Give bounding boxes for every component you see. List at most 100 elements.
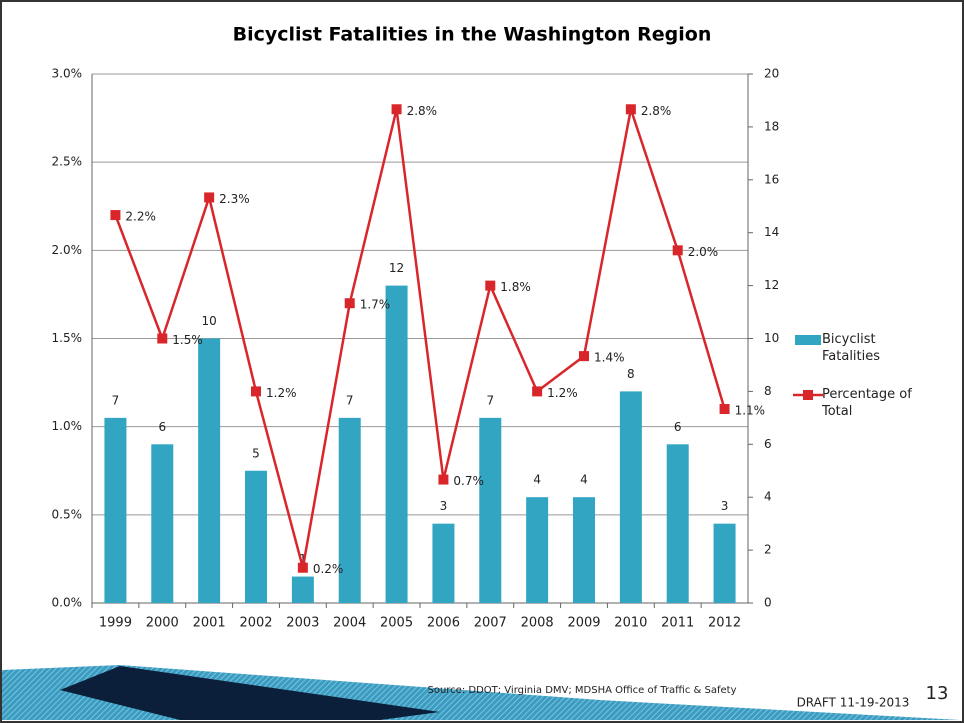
page-number: 13 (926, 683, 949, 704)
x-tick-label: 2007 (474, 616, 507, 631)
line-marker (625, 104, 636, 115)
bar (432, 523, 455, 603)
bar (573, 497, 595, 603)
bar (151, 444, 174, 603)
x-tick-label: 1999 (99, 616, 132, 631)
source: Source: DDOT; Virginia DMV; MDSHA Office… (427, 685, 736, 696)
x-tick-label: 2006 (427, 616, 460, 631)
bar (198, 338, 221, 603)
y2-tick-label: 16 (764, 172, 779, 186)
legend-swatch (803, 390, 813, 400)
bar-label: 7 (112, 393, 120, 407)
x-tick-label: 2002 (239, 616, 272, 631)
y-tick-label: 2.0% (52, 243, 83, 257)
x-tick-label: 2011 (661, 616, 694, 631)
bar-label: 4 (533, 473, 541, 487)
y-tick-label: 1.0% (52, 419, 83, 433)
bar (104, 417, 127, 603)
line (114, 104, 726, 569)
bar (385, 285, 408, 603)
y2-tick-label: 10 (764, 331, 779, 345)
bar (291, 576, 314, 603)
y2-tick-label: 14 (764, 225, 779, 239)
bar-label: 7 (346, 393, 354, 407)
line-marker (438, 474, 449, 485)
y2-tick-label: 8 (764, 384, 772, 398)
bar-label: 3 (721, 499, 729, 513)
bar-label: 3 (440, 499, 448, 513)
y-tick-label: 1.5% (52, 331, 83, 345)
x-tick-label: 2001 (193, 616, 226, 631)
line-marker (485, 280, 496, 291)
line-label: 2.0% (688, 245, 719, 259)
line-marker (297, 562, 308, 573)
chart-title: Bicyclist Fatalities in the Washington R… (233, 24, 712, 46)
line-label: 0.2% (313, 562, 344, 576)
line-label: 1.4% (594, 351, 625, 365)
y2-tick-label: 20 (764, 67, 779, 81)
draft-note: DRAFT 11-19-2013 (797, 696, 910, 710)
bar (619, 391, 642, 603)
bar (526, 497, 549, 603)
line-label: 2.8% (641, 104, 672, 118)
y2-tick-label: 12 (764, 278, 779, 292)
y-tick-label: 0.0% (52, 596, 83, 610)
legend-entry: Bicyclist Fatalities (822, 332, 881, 364)
x-tick-label: 2003 (286, 616, 319, 631)
bar (713, 523, 736, 603)
y2-tick-label: 4 (764, 490, 772, 504)
x-tick-label: 2004 (333, 616, 366, 631)
x-tick-label: 2009 (567, 616, 600, 631)
y2-tick-label: 6 (764, 437, 772, 451)
x-tick-label: 2005 (380, 616, 413, 631)
y-tick-label: 0.5% (52, 507, 83, 521)
line-marker (110, 210, 121, 221)
bar-label: 7 (486, 393, 494, 407)
line-marker (344, 298, 355, 309)
bar-label: 12 (389, 261, 404, 275)
line-label: 2.8% (407, 104, 438, 118)
legend-label: Bicyclist Fatalities (822, 332, 881, 364)
bar-label: 10 (202, 314, 217, 328)
bar-label: 6 (158, 420, 166, 434)
bar-label: 8 (627, 367, 635, 381)
line-label: 1.5% (172, 333, 203, 347)
line-marker (204, 192, 215, 203)
bar-label: 5 (252, 446, 260, 460)
x-tick-label: 2012 (708, 616, 741, 631)
line-label: 1.2% (266, 386, 297, 400)
line-marker (719, 404, 730, 415)
y-tick-label: 3.0% (52, 67, 83, 81)
legend-swatch (795, 335, 821, 345)
x-tick-label: 2008 (521, 616, 554, 631)
legend-entry: Percentage of Total (822, 387, 912, 419)
line-label: 1.2% (547, 386, 578, 400)
line-marker (391, 104, 402, 115)
line-marker (157, 333, 168, 344)
y-tick-label: 2.5% (52, 155, 83, 169)
line-label: 2.3% (219, 192, 250, 206)
y2-tick-label: 0 (764, 596, 772, 610)
y2-tick-label: 2 (764, 543, 772, 557)
line-label: 1.8% (500, 280, 531, 294)
bar-label: 4 (580, 473, 588, 487)
line-label: 1.7% (360, 298, 391, 312)
line-marker (532, 386, 543, 397)
x-tick-label: 2000 (146, 616, 179, 631)
line-label: 2.2% (125, 210, 156, 224)
line-marker (251, 386, 261, 397)
decor-dark (60, 666, 440, 720)
line-label: 0.7% (453, 474, 484, 488)
bar (479, 417, 502, 603)
bar-label: 1 (299, 552, 307, 566)
bar (338, 417, 361, 603)
y2-tick-label: 18 (764, 119, 779, 133)
line-marker (672, 245, 683, 256)
legend-label: Percentage of Total (822, 387, 912, 419)
line-marker (579, 351, 589, 362)
line-label: 1.1% (735, 404, 766, 418)
x-tick-label: 2010 (614, 616, 647, 631)
bar-label: 6 (674, 420, 682, 434)
